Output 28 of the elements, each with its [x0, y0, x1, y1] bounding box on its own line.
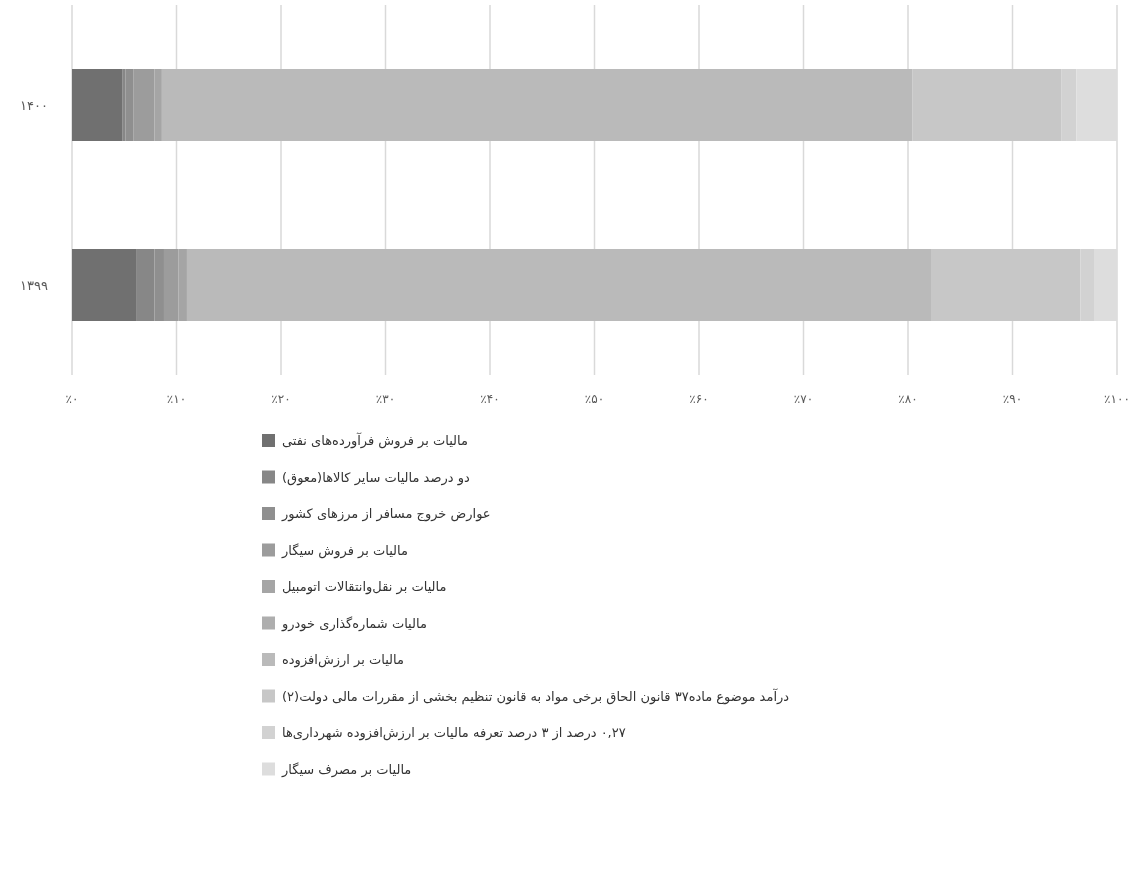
x-tick-label: ٪۷۰ [793, 392, 814, 406]
legend-label: مالیات بر ارزش‌افزوده [282, 652, 404, 668]
x-tick-label: ٪۵۰ [584, 392, 605, 406]
x-tick-label: ٪۰ [65, 392, 79, 406]
bar [72, 69, 123, 141]
x-tick-label: ٪۲۰ [271, 392, 291, 406]
x-tick-label: ٪۶۰ [689, 392, 709, 406]
y-tick-label: ۱۳۹۹ [20, 278, 48, 293]
legend-label: مالیات بر مصرف سیگار [281, 761, 412, 778]
x-tick-label: ٪۹۰ [1002, 392, 1023, 406]
legend-label: ۰,۲۷ درصد از ۳ درصد تعرفه مالیات بر ارزش‌افزوده شهرداری‌ها [282, 725, 626, 741]
bar [161, 69, 913, 141]
legend-label: مالیات بر فروش سیگار [281, 542, 408, 559]
legend-label: عوارض خروج مسافر از مرزهای کشور [281, 506, 491, 522]
x-tick-label: ٪۳۰ [375, 392, 396, 406]
bar [186, 249, 931, 321]
x-tick-label: ٪۱۰ [166, 392, 187, 406]
legend-label: مالیات بر نقل‌وانتقالات اتومبیل [282, 579, 447, 595]
legend-label: مالیات بر فروش فرآورده‌های نفتی [282, 432, 468, 449]
legend-label: درآمد موضوع ماده۳۷ قانون الحاق برخی مواد به قانون تنظیم بخشی از مقررات مالی دولت(۲) [282, 687, 790, 705]
bar [72, 249, 137, 321]
bar [125, 69, 134, 141]
y-tick-label: ۱۴۰۰ [20, 98, 48, 113]
legend-label: دو درصد مالیات سایر کالاها(معوق) [282, 469, 470, 486]
x-tick-label: ٪۸۰ [898, 392, 918, 406]
legend-label: مالیات شماره‌گذاری خودرو [281, 615, 427, 632]
x-tick-label: ٪۴۰ [480, 392, 500, 406]
x-tick-label: ٪۱۰۰ [1104, 392, 1130, 406]
